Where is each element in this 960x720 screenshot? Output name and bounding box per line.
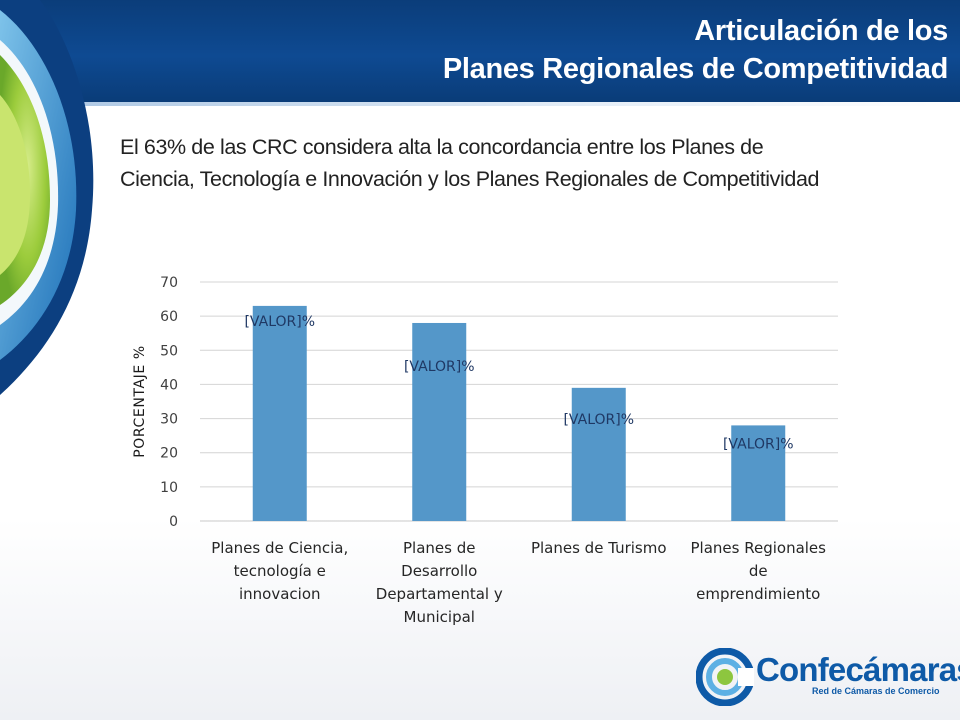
logo-mark-icon	[696, 648, 754, 706]
y-tick-label: 60	[160, 309, 178, 325]
decorative-swirl	[0, 0, 94, 395]
x-tick-label: Departamental y	[376, 585, 503, 603]
logo-name-part2: cámaras	[845, 651, 960, 688]
bar-chart: 0 10 20 30 40 50 60 70 PORCENTAJE % [VALOR]% Plane…	[132, 275, 838, 626]
x-tick-label: de	[749, 562, 768, 580]
y-tick-label: 50	[160, 343, 178, 359]
bar	[412, 322, 467, 521]
y-tick-label: 40	[160, 377, 178, 393]
x-tick-label: tecnología e	[234, 562, 326, 580]
title-line-1: Articulación de los	[694, 15, 948, 47]
y-tick-label: 30	[160, 412, 178, 428]
y-tick-label: 20	[160, 446, 178, 462]
subtitle-line-2: Ciencia, Tecnología e Innovación y los P…	[120, 167, 820, 191]
x-tick-label: emprendimiento	[696, 585, 820, 603]
header-band	[0, 0, 960, 102]
y-axis-title: PORCENTAJE %	[132, 345, 148, 458]
data-label: [VALOR]%	[404, 359, 475, 375]
data-label: [VALOR]%	[723, 436, 794, 452]
x-tick-label: Desarrollo	[401, 562, 477, 580]
y-tick-label: 0	[169, 514, 178, 530]
logo-name: Confecámaras	[756, 652, 960, 688]
bar	[571, 387, 626, 521]
bar	[252, 305, 307, 521]
bar	[731, 425, 786, 521]
logo-tagline: Red de Cámaras de Comercio	[812, 686, 940, 696]
y-tick-label: 70	[160, 275, 178, 291]
x-tick-label: Planes de Ciencia,	[211, 539, 348, 557]
y-tick-label: 10	[160, 480, 178, 496]
subtitle-line-1: El 63% de las CRC considera alta la conc…	[120, 135, 764, 159]
confecamaras-logo: Confecámaras Red de Cámaras de Comercio	[696, 646, 960, 708]
x-tick-label: Planes Regionales	[691, 539, 827, 557]
data-label: [VALOR]%	[244, 314, 315, 330]
x-tick-label: Planes de Turismo	[531, 539, 667, 557]
logo-name-part1: Confe	[756, 651, 846, 688]
x-tick-label: innovacion	[239, 585, 321, 603]
title-line-2: Planes Regionales de Competitividad	[442, 53, 948, 85]
data-label: [VALOR]%	[563, 412, 634, 428]
x-tick-label: Planes de	[403, 539, 475, 557]
slide-subtitle: El 63% de las CRC considera alta la conc…	[120, 131, 920, 195]
x-tick-label: Municipal	[404, 608, 475, 626]
header-rule	[0, 102, 960, 106]
slide-title: Articulación de los Planes Regionales de…	[248, 12, 948, 88]
